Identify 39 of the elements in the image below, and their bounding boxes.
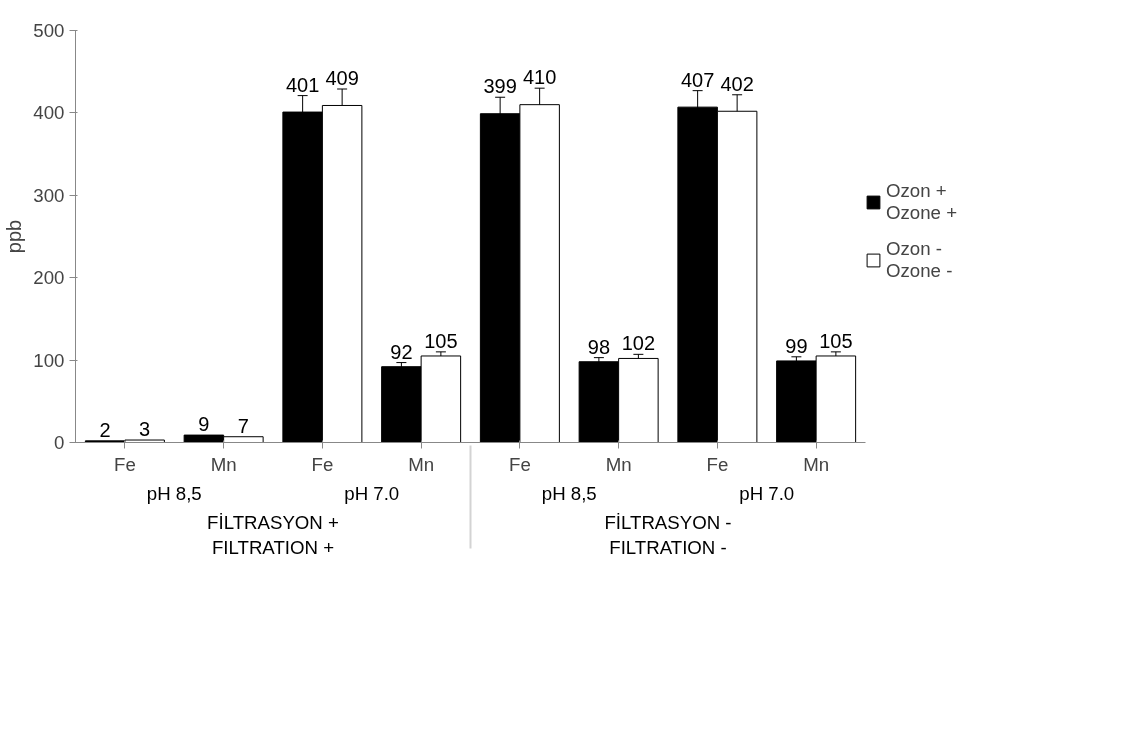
data-label: 407 <box>680 68 715 91</box>
x-tick-label: Fe <box>311 453 334 475</box>
y-tick-label: 400 <box>33 102 65 124</box>
x-tick-label: Mn <box>803 453 830 475</box>
x-tick-label: Fe <box>113 453 136 475</box>
data-label: 3 <box>139 418 151 441</box>
data-label: 402 <box>720 72 754 95</box>
x-tick-label: Fe <box>706 453 729 475</box>
text: FİLTRASYON - FILTRATION - <box>604 511 732 558</box>
data-label: 409 <box>325 67 359 89</box>
text: pH 7.0 <box>344 482 400 504</box>
text: FİLTRASYON + FILTRATION + <box>207 511 339 558</box>
text: pH 7.0 <box>739 482 795 504</box>
x-tick-label: Mn <box>210 453 237 475</box>
text: pH 8,5 <box>541 482 597 504</box>
x-tick-label: Mn <box>408 453 435 475</box>
legend-label: Ozon + Ozone + <box>886 180 958 224</box>
data-label: 410 <box>522 66 557 89</box>
y-tick-label: 0 <box>54 432 65 453</box>
y-axis-title: ppb <box>3 219 26 254</box>
data-label: 105 <box>424 329 458 352</box>
y-tick-label: 200 <box>33 267 65 289</box>
data-label: 102 <box>621 332 656 355</box>
data-label: 105 <box>819 329 853 352</box>
data-label: 99 <box>785 334 808 357</box>
legend-label: Ozon - Ozone - <box>886 238 953 282</box>
data-label: 7 <box>237 414 249 437</box>
x-tick-label: Fe <box>508 453 531 475</box>
y-tick-label: 300 <box>33 184 65 206</box>
data-label: 98 <box>587 335 610 358</box>
y-tick-label: 500 <box>33 20 65 41</box>
data-label: 92 <box>390 340 413 363</box>
data-label: 399 <box>483 75 517 98</box>
x-tick-label: Mn <box>605 453 632 475</box>
data-label: 9 <box>198 413 210 436</box>
data-label: 2 <box>99 418 111 441</box>
y-tick-label: 100 <box>33 349 65 371</box>
text: pH 8,5 <box>146 482 202 504</box>
data-label: 401 <box>285 73 320 96</box>
